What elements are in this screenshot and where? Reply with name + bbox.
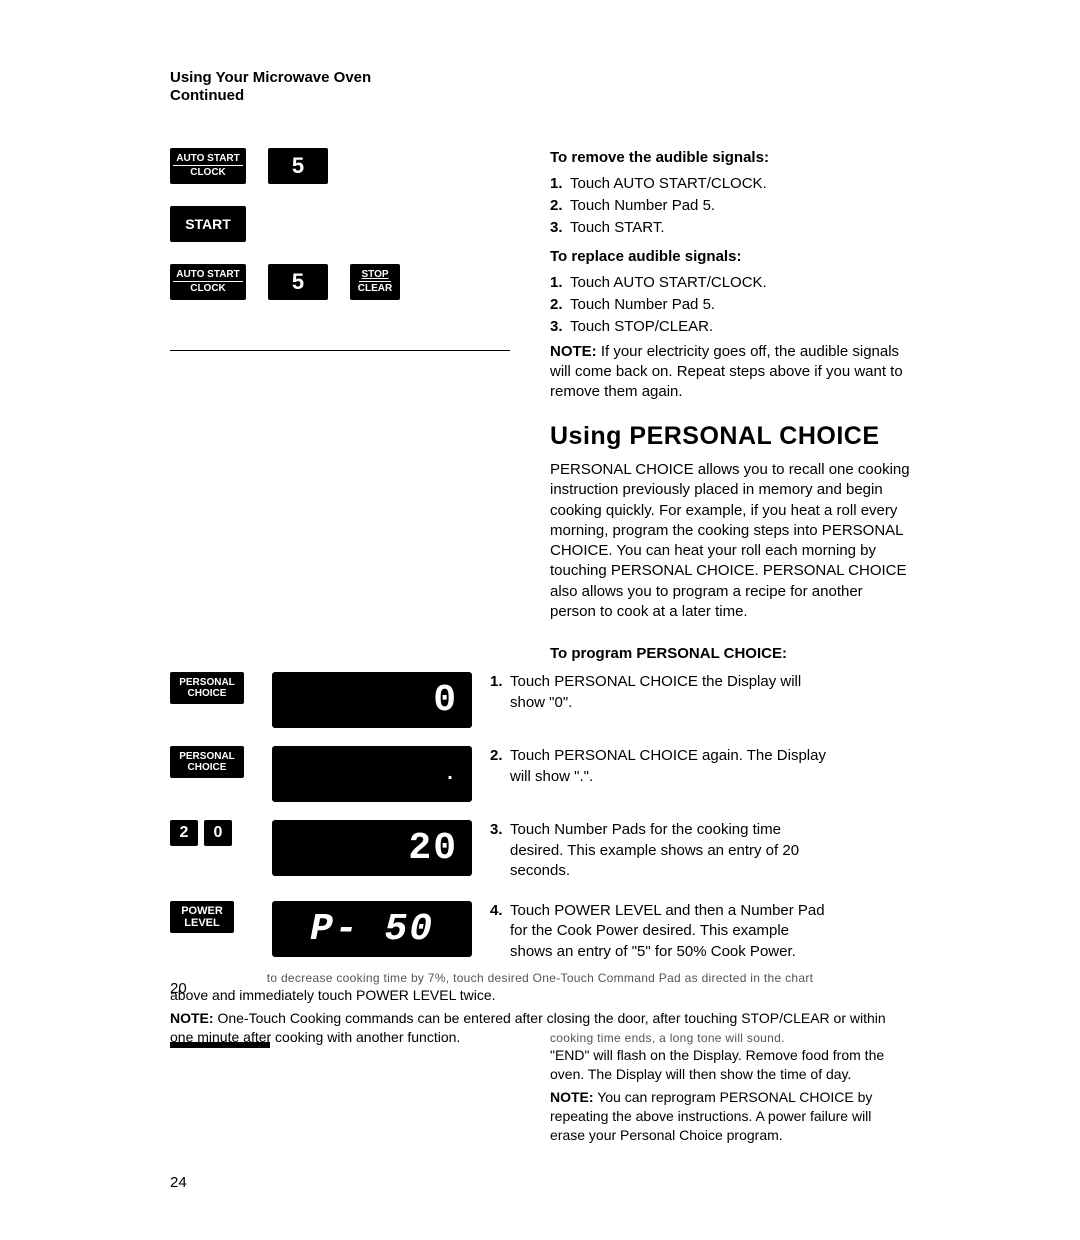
remove-signals-heading: To remove the audible signals: — [550, 148, 910, 168]
numpad-5-button[interactable]: 5 — [268, 264, 328, 300]
replace-signals-heading: To replace audible signals: — [550, 247, 910, 267]
display-p50: P- 50 — [272, 901, 472, 957]
numpad-0-button[interactable]: 0 — [204, 820, 232, 846]
display-dot: . — [272, 746, 472, 802]
replace-note: NOTE: If your electricity goes off, the … — [550, 342, 910, 403]
program-heading: To program PERSONAL CHOICE: — [550, 644, 910, 664]
personal-choice-intro: PERSONAL CHOICE allows you to recall one… — [550, 460, 910, 622]
personal-choice-button[interactable]: PERSONAL CHOICE — [170, 746, 244, 778]
display-0: 0 — [272, 672, 472, 728]
stop-clear-button[interactable]: STOP CLEAR — [350, 264, 400, 300]
power-level-button[interactable]: POWER LEVEL — [170, 901, 234, 933]
step-row: PERSONAL CHOICE 0 1.Touch PERSONAL CHOIC… — [170, 672, 910, 728]
decorative-bar — [170, 1042, 270, 1048]
replace-signals-list: 1.Touch AUTO START/CLOCK. 2.Touch Number… — [550, 273, 910, 338]
auto-start-clock-button[interactable]: AUTO START CLOCK — [170, 148, 246, 184]
fragment-2: cooking time ends, a long tone will soun… — [550, 1030, 910, 1145]
page-header: Using Your Microwave Oven Continued — [170, 70, 910, 104]
divider — [170, 350, 510, 351]
header-title: Using Your Microwave Oven — [170, 70, 910, 87]
step-row: POWER LEVEL P- 50 4.Touch POWER LEVEL an… — [170, 901, 910, 964]
display-20: 20 — [272, 820, 472, 876]
step-row: 2 0 20 3.Touch Number Pads for the cooki… — [170, 820, 910, 883]
personal-choice-title: Using PERSONAL CHOICE — [550, 420, 910, 454]
instructions-col: To remove the audible signals: 1.Touch A… — [550, 148, 910, 629]
page-number-24: 24 — [170, 1174, 187, 1191]
step-row: PERSONAL CHOICE . 2.Touch PERSONAL CHOIC… — [170, 746, 910, 802]
personal-choice-button[interactable]: PERSONAL CHOICE — [170, 672, 244, 704]
header-subtitle: Continued — [170, 87, 910, 104]
start-button[interactable]: START — [170, 206, 246, 242]
numpad-2-button[interactable]: 2 — [170, 820, 198, 846]
auto-start-clock-button[interactable]: AUTO START CLOCK — [170, 264, 246, 300]
numpad-5-button[interactable]: 5 — [268, 148, 328, 184]
page-number-20: 20 — [170, 980, 187, 997]
remove-signals-list: 1.Touch AUTO START/CLOCK. 2.Touch Number… — [550, 174, 910, 239]
button-diagram-col: AUTO START CLOCK 5 START AUTO START CLOC… — [170, 148, 510, 629]
